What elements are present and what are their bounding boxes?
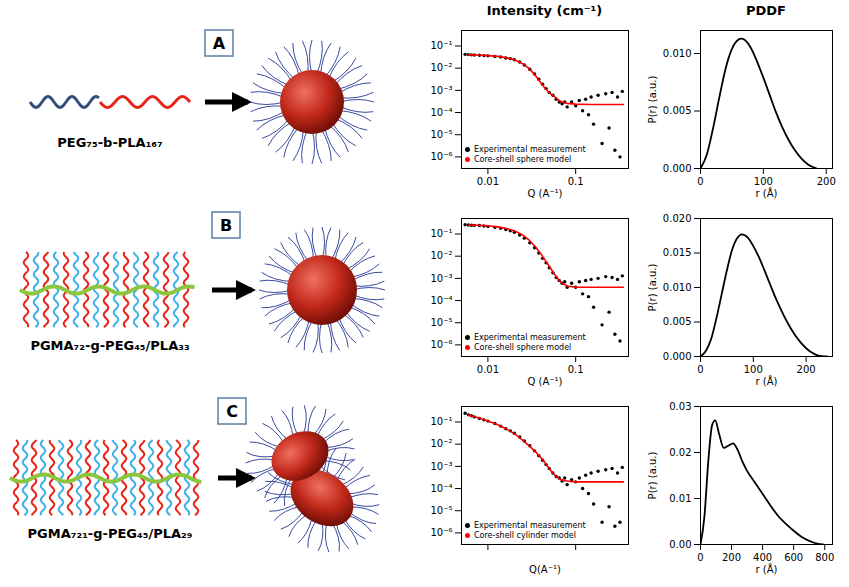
svg-text:P(r) (a.u.): P(r) (a.u.) — [647, 76, 658, 124]
html-text:Experimental measurement: Experimental measurement — [474, 145, 586, 154]
svg-text:r (Å): r (Å) — [756, 187, 778, 199]
svg-text:10⁻⁴: 10⁻⁴ — [430, 107, 452, 118]
svg-text:0.000: 0.000 — [663, 351, 692, 362]
svg-text:0.005: 0.005 — [663, 105, 692, 116]
svg-text:10⁻⁵: 10⁻⁵ — [430, 505, 452, 516]
svg-text:200: 200 — [722, 552, 741, 563]
svg-text:10⁻⁴: 10⁻⁴ — [430, 483, 452, 494]
svg-text:Q(A⁻¹): Q(A⁻¹) — [529, 564, 561, 575]
svg-text:10⁻³: 10⁻³ — [430, 461, 452, 472]
html-text:Core-shell sphere model: Core-shell sphere model — [474, 343, 572, 352]
svg-text:0.1: 0.1 — [568, 176, 584, 187]
html-text:PDDF: PDDF — [746, 3, 786, 18]
svg-text:0.005: 0.005 — [663, 316, 692, 327]
svg-text:0: 0 — [697, 176, 703, 187]
html-text:Intensity (cm⁻¹): Intensity (cm⁻¹) — [486, 3, 603, 18]
svg-text:10⁻¹: 10⁻¹ — [430, 228, 452, 239]
svg-text:PGMA₇₂₁-g-PEG₄₅/PLA₂₉: PGMA₇₂₁-g-PEG₄₅/PLA₂₉ — [28, 526, 193, 541]
svg-text:A: A — [213, 34, 226, 53]
svg-text:100: 100 — [754, 176, 773, 187]
svg-text:0: 0 — [697, 552, 703, 563]
svg-text:C: C — [226, 402, 238, 421]
svg-text:200: 200 — [797, 364, 816, 375]
svg-text:Q (A⁻¹): Q (A⁻¹) — [528, 188, 563, 199]
svg-text:0.01: 0.01 — [477, 176, 499, 187]
svg-text:10⁻⁶: 10⁻⁶ — [430, 339, 452, 350]
svg-text:0.000: 0.000 — [663, 163, 692, 174]
svg-text:0.020: 0.020 — [663, 213, 692, 224]
svg-text:10⁻⁶: 10⁻⁶ — [430, 527, 452, 538]
svg-text:0.015: 0.015 — [663, 247, 692, 258]
svg-text:10⁻⁴: 10⁻⁴ — [430, 295, 452, 306]
svg-text:800: 800 — [815, 552, 834, 563]
svg-text:10⁻²: 10⁻² — [430, 250, 452, 261]
svg-text:10⁻³: 10⁻³ — [430, 273, 452, 284]
svg-text:10⁻⁶: 10⁻⁶ — [430, 151, 452, 162]
svg-text:PGMA₇₂-g-PEG₄₅/PLA₃₃: PGMA₇₂-g-PEG₄₅/PLA₃₃ — [30, 338, 189, 353]
svg-text:10⁻⁵: 10⁻⁵ — [430, 129, 452, 140]
svg-text:P(r) (a.u.): P(r) (a.u.) — [647, 452, 658, 500]
svg-text:r (Å): r (Å) — [756, 375, 778, 387]
svg-text:10⁻¹: 10⁻¹ — [430, 416, 452, 427]
svg-text:100: 100 — [744, 364, 763, 375]
html-text:Experimental measurement: Experimental measurement — [474, 333, 586, 342]
svg-text:0.010: 0.010 — [663, 282, 692, 293]
html-text:Core-shell sphere model: Core-shell sphere model — [474, 155, 572, 164]
svg-text:0.01: 0.01 — [669, 493, 691, 504]
svg-text:Q (A⁻¹): Q (A⁻¹) — [528, 376, 563, 387]
svg-text:10⁻²: 10⁻² — [430, 62, 452, 73]
html-text:Core-shell cylinder model: Core-shell cylinder model — [474, 531, 576, 540]
html-text:Experimental measurement: Experimental measurement — [474, 521, 586, 530]
svg-text:600: 600 — [784, 552, 803, 563]
svg-text:0.00: 0.00 — [669, 539, 691, 550]
svg-text:10⁻¹: 10⁻¹ — [430, 40, 452, 51]
svg-text:0.1: 0.1 — [568, 364, 584, 375]
svg-text:0.010: 0.010 — [663, 48, 692, 59]
svg-text:10⁻⁵: 10⁻⁵ — [430, 317, 452, 328]
svg-text:0.03: 0.03 — [669, 401, 691, 412]
svg-text:B: B — [220, 216, 232, 235]
svg-text:0: 0 — [697, 364, 703, 375]
svg-text:200: 200 — [817, 176, 836, 187]
svg-text:P(r) (a.u.): P(r) (a.u.) — [647, 264, 658, 312]
svg-text:10⁻²: 10⁻² — [430, 438, 452, 449]
svg-text:PEG₇₅-b-PLA₁₆₇: PEG₇₅-b-PLA₁₆₇ — [57, 135, 163, 150]
svg-text:0.02: 0.02 — [669, 447, 691, 458]
svg-text:400: 400 — [753, 552, 772, 563]
svg-text:10⁻³: 10⁻³ — [430, 85, 452, 96]
svg-text:0.01: 0.01 — [477, 364, 499, 375]
svg-text:r (Å): r (Å) — [756, 563, 778, 575]
